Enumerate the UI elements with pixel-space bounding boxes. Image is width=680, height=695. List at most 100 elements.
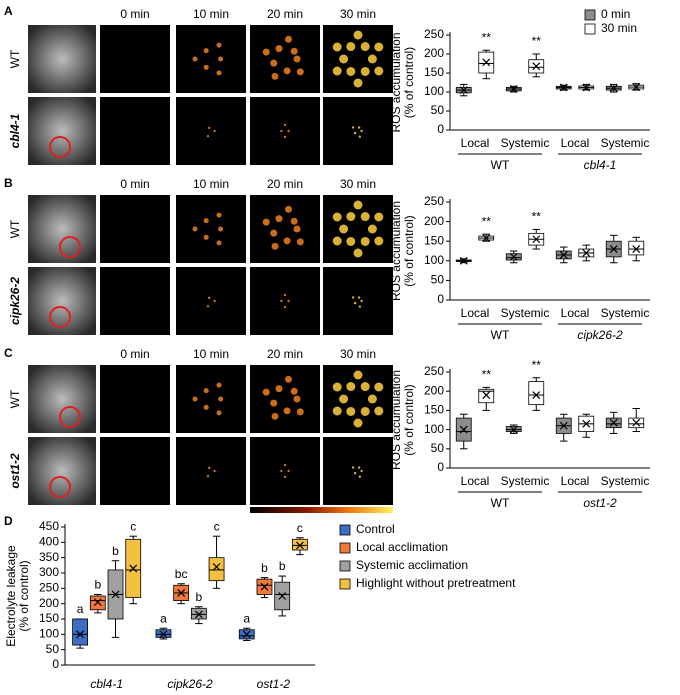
- y-axis-label: ROS accumulation: [389, 370, 403, 470]
- ros-signal: [360, 406, 370, 416]
- significance-label: b: [94, 578, 101, 592]
- significance-label: a: [160, 611, 167, 625]
- legend-swatch: [339, 560, 351, 572]
- x-tick-label: cbl4-1: [90, 677, 123, 691]
- time-label: 20 min: [267, 7, 303, 21]
- ros-signal: [283, 135, 287, 139]
- ros-signal: [290, 387, 298, 395]
- ros-signal: [203, 234, 209, 240]
- legend-swatch: [339, 578, 351, 590]
- ros-signal: [353, 471, 357, 475]
- ros-signal: [360, 212, 370, 222]
- ros-signal: [374, 382, 384, 392]
- ros-signal: [216, 42, 222, 48]
- ros-signal: [360, 382, 370, 392]
- ros-signal: [346, 236, 356, 246]
- ros-signal: [293, 395, 301, 403]
- ros-image: [100, 97, 170, 165]
- panel-letter: A: [4, 4, 13, 18]
- ros-signal: [358, 475, 362, 478]
- time-label: 10 min: [193, 177, 229, 191]
- x-tick-label: Local: [561, 474, 590, 488]
- y-tick-label: 0: [52, 657, 59, 671]
- ros-signal: [213, 469, 216, 473]
- y-tick-label: 100: [39, 627, 59, 641]
- ros-signal: [262, 388, 270, 396]
- genotype-label: ost1-2: [8, 453, 22, 489]
- mean-marker: [482, 234, 491, 242]
- mean-marker: [559, 83, 568, 92]
- y-tick-label: 100: [424, 84, 444, 98]
- legend-swatch: [584, 9, 596, 21]
- ros-signal: [203, 64, 209, 70]
- genotype-label: WT: [8, 389, 22, 408]
- x-tick-label: Systemic: [501, 474, 550, 488]
- y-tick-label: 150: [424, 65, 444, 79]
- significance-label: **: [532, 358, 542, 372]
- y-tick-label: 250: [39, 581, 59, 595]
- x-tick-label: cipk26-2: [167, 677, 213, 691]
- ros-signal: [218, 396, 224, 402]
- ros-signal: [270, 59, 278, 67]
- ros-signal: [270, 399, 278, 407]
- y-tick-label: 200: [424, 46, 444, 60]
- y-tick-label: 200: [424, 383, 444, 397]
- time-label: 10 min: [193, 7, 229, 21]
- ros-signal: [283, 293, 287, 297]
- ros-signal: [271, 242, 279, 250]
- y-tick-label: 250: [424, 27, 444, 41]
- legend-label: Highlight without pretreatment: [356, 576, 516, 590]
- time-label: 10 min: [193, 347, 229, 361]
- ros-image: [176, 437, 246, 505]
- ros-signal: [213, 299, 216, 303]
- x-tick-label: Local: [561, 136, 590, 150]
- ros-signal: [353, 418, 363, 428]
- significance-label: **: [532, 210, 542, 224]
- ros-signal: [357, 466, 361, 469]
- ros-signal: [339, 224, 349, 234]
- ros-signal: [283, 407, 291, 415]
- ros-signal: [203, 404, 209, 410]
- mean-marker: [129, 564, 138, 573]
- y-axis-label: (% of control): [402, 47, 416, 118]
- y-tick-label: 250: [424, 364, 444, 378]
- significance-label: **: [482, 368, 492, 382]
- ros-signal: [360, 42, 370, 52]
- ros-signal: [283, 67, 291, 75]
- ros-signal: [275, 45, 283, 53]
- ros-image: [323, 267, 393, 335]
- significance-label: b: [261, 561, 268, 575]
- ros-image: [250, 437, 320, 505]
- mean-marker: [177, 589, 186, 597]
- y-tick-label: 200: [39, 596, 59, 610]
- x-tick-label: Local: [461, 136, 490, 150]
- ros-signal: [271, 72, 279, 80]
- plant-photo: [28, 267, 96, 335]
- panel-letter: C: [4, 346, 13, 360]
- ros-image: [250, 25, 320, 93]
- ros-signal: [332, 382, 342, 392]
- ros-signal: [367, 394, 377, 404]
- legend-swatch: [584, 23, 596, 35]
- ros-signal: [284, 205, 292, 213]
- group-label: WT: [491, 496, 510, 510]
- ros-image: [323, 437, 393, 505]
- ros-signal: [203, 388, 209, 394]
- y-axis-label: ROS accumulation: [389, 32, 403, 132]
- mean-marker: [159, 630, 168, 639]
- group-label: cipk26-2: [577, 328, 623, 342]
- x-tick-label: Local: [461, 306, 490, 320]
- ros-signal: [207, 466, 211, 470]
- significance-label: c: [130, 519, 136, 533]
- time-label: 20 min: [267, 347, 303, 361]
- ros-signal: [367, 224, 377, 234]
- ros-image: [100, 437, 170, 505]
- ros-signal: [332, 42, 342, 52]
- ros-signal: [207, 126, 211, 130]
- time-label: 30 min: [340, 7, 376, 21]
- ros-signal: [346, 42, 356, 52]
- ros-signal: [283, 123, 287, 127]
- y-tick-label: 50: [431, 103, 445, 117]
- ros-signal: [207, 296, 211, 300]
